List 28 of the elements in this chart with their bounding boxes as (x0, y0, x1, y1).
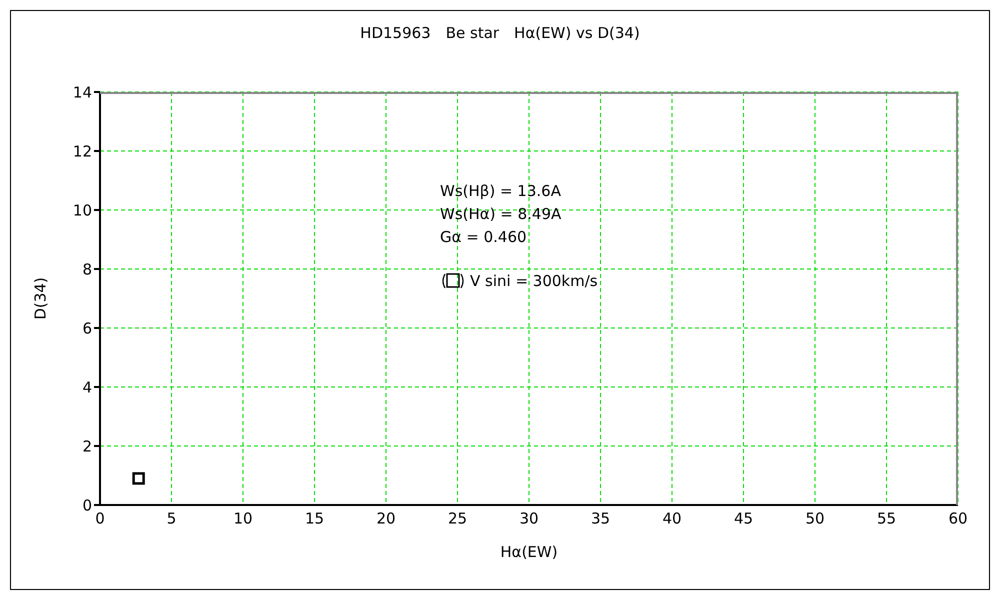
y-tick-label: 12 (72, 142, 92, 160)
annotation: Ws(Hα) = 8.49A (440, 204, 562, 225)
y-axis-title: D(34) (31, 277, 50, 320)
x-tick-label: 40 (662, 510, 682, 528)
x-tick-label: 20 (376, 510, 396, 528)
x-tick-label: 25 (448, 510, 468, 528)
y-tick-label: 2 (82, 437, 92, 456)
annotation: Gα = 0.460 (440, 227, 528, 248)
x-tick-label: 5 (166, 510, 176, 528)
x-tick-label: 60 (948, 510, 968, 528)
x-tick-label: 45 (734, 510, 754, 528)
y-tick-label: 8 (82, 260, 92, 278)
legend-label: V sini = 300km/s (470, 272, 598, 290)
y-tick-label: 4 (82, 378, 92, 396)
x-tick-label: 15 (304, 510, 324, 528)
x-tick-label: 30 (519, 510, 539, 528)
x-tick-label: 55 (876, 510, 896, 528)
y-tick-label: 10 (72, 201, 92, 220)
x-tick-label: 10 (233, 510, 253, 528)
y-tick-label: 0 (82, 496, 92, 514)
x-tick-label: 35 (590, 510, 610, 528)
chart-title: HD15963 Be star Hα(EW) vs D(34) (359, 24, 641, 43)
x-tick-label: 50 (805, 510, 825, 528)
x-axis-title: Hα(EW) (500, 543, 558, 561)
y-tick-label: 6 (82, 319, 92, 338)
annotation: Ws(Hβ) = 13.6A (440, 181, 562, 202)
x-tick-label: 0 (95, 510, 105, 528)
y-tick-label: 14 (72, 83, 92, 102)
